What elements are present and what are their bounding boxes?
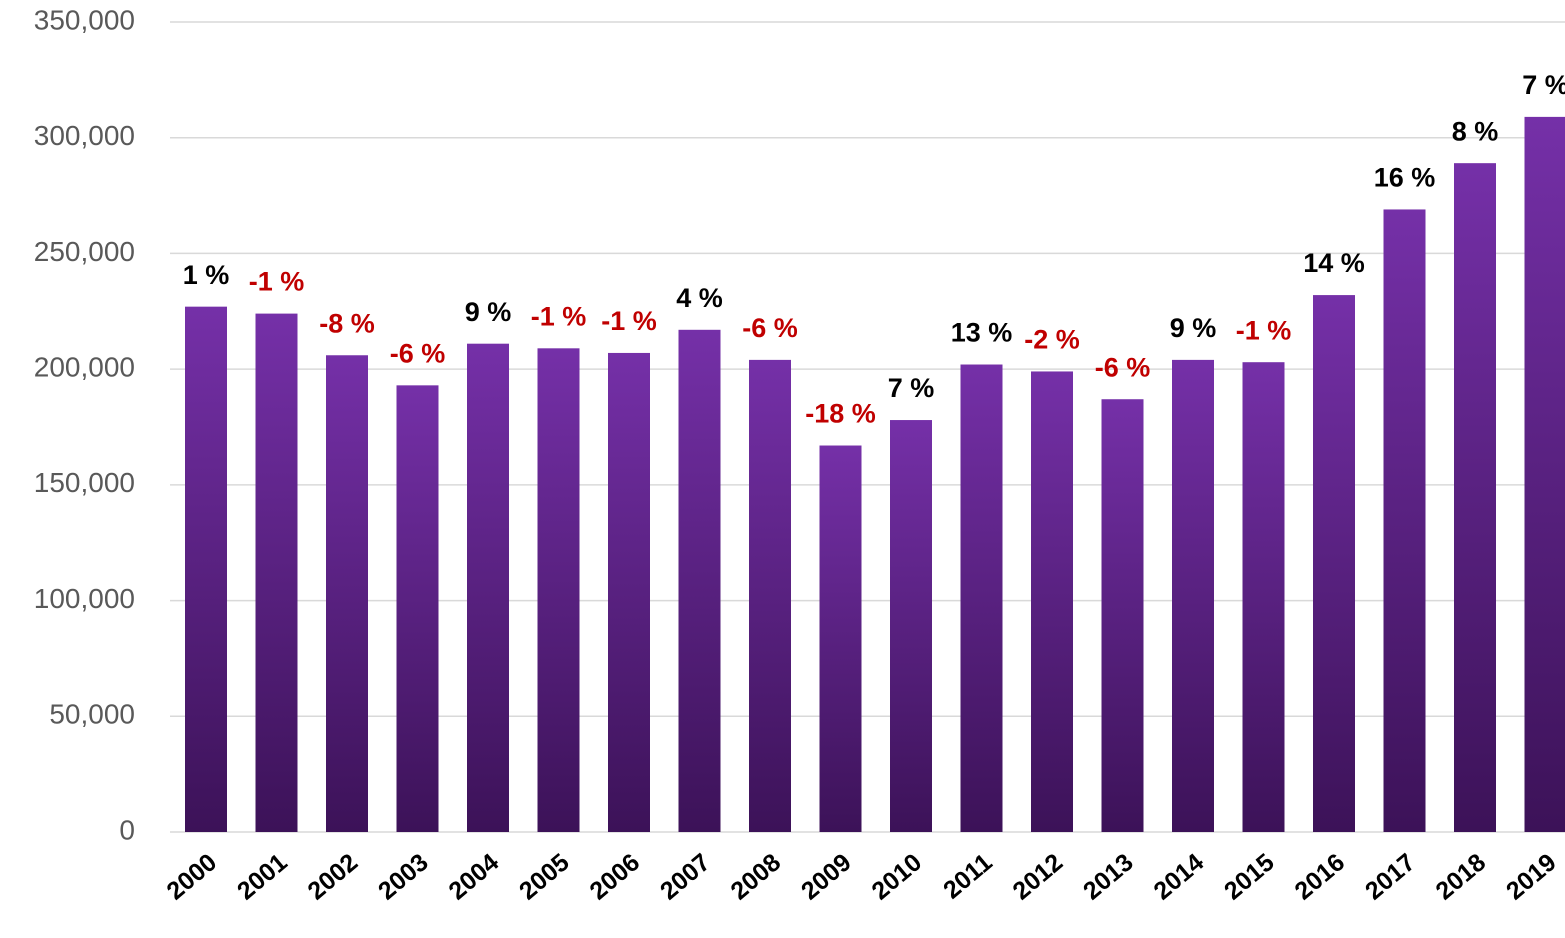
bar bbox=[185, 306, 227, 833]
data-label: -6 % bbox=[390, 338, 446, 368]
y-tick-label: 100,000 bbox=[34, 583, 135, 614]
x-tick-label: 2010 bbox=[866, 848, 927, 905]
x-tick-label: 2018 bbox=[1430, 848, 1491, 905]
x-tick-label: 2004 bbox=[443, 848, 504, 905]
data-label: -6 % bbox=[742, 313, 798, 343]
bar bbox=[1313, 295, 1355, 833]
data-label: -1 % bbox=[1236, 315, 1292, 345]
y-tick-label: 250,000 bbox=[34, 236, 135, 267]
data-label: -1 % bbox=[531, 301, 587, 331]
bar bbox=[819, 445, 862, 832]
x-tick-label: 2008 bbox=[725, 848, 786, 905]
y-tick-label: 50,000 bbox=[49, 699, 135, 730]
data-label: 4 % bbox=[676, 283, 723, 313]
data-label: -8 % bbox=[319, 308, 375, 338]
bar bbox=[608, 352, 650, 832]
x-tick-label: 2000 bbox=[161, 848, 222, 905]
bar bbox=[1454, 163, 1496, 832]
x-tick-label: 2011 bbox=[938, 848, 998, 904]
bar bbox=[255, 313, 298, 833]
data-label: -2 % bbox=[1024, 325, 1080, 355]
y-tick-label: 150,000 bbox=[34, 467, 135, 498]
x-tick-label: 2006 bbox=[584, 848, 645, 905]
data-label: 14 % bbox=[1303, 248, 1365, 278]
data-label: 9 % bbox=[1170, 313, 1217, 343]
y-tick-label: 350,000 bbox=[34, 4, 135, 35]
data-label: 9 % bbox=[465, 297, 512, 327]
x-tick-label: 2012 bbox=[1007, 848, 1068, 905]
bar bbox=[749, 359, 791, 832]
bar bbox=[678, 329, 721, 832]
data-label: 1 % bbox=[183, 260, 230, 290]
bar bbox=[1524, 116, 1565, 832]
bar bbox=[1242, 362, 1285, 832]
bar bbox=[1101, 399, 1144, 832]
y-tick-label: 200,000 bbox=[34, 352, 135, 383]
data-label: 7 % bbox=[888, 373, 935, 403]
x-tick-label: 2007 bbox=[655, 848, 716, 905]
x-tick-label: 2005 bbox=[514, 848, 575, 905]
data-label: 16 % bbox=[1374, 163, 1436, 193]
x-tick-label: 2003 bbox=[373, 848, 434, 905]
y-tick-label: 0 bbox=[119, 814, 135, 845]
bar bbox=[890, 420, 932, 832]
x-tick-label: 2001 bbox=[232, 848, 293, 905]
y-tick-label: 300,000 bbox=[34, 120, 135, 151]
x-tick-label: 2009 bbox=[796, 848, 857, 905]
bar bbox=[960, 364, 1003, 832]
x-tick-label: 2015 bbox=[1219, 848, 1280, 905]
x-tick-label: 2019 bbox=[1501, 848, 1562, 905]
bar bbox=[396, 385, 439, 832]
bar bbox=[326, 355, 368, 832]
x-tick-label: 2016 bbox=[1289, 848, 1350, 905]
x-tick-label: 2017 bbox=[1360, 848, 1421, 905]
data-label: -18 % bbox=[805, 399, 876, 429]
bar bbox=[1031, 371, 1073, 832]
data-label: 8 % bbox=[1452, 116, 1499, 146]
x-tick-label: 2014 bbox=[1148, 848, 1209, 905]
data-label: -1 % bbox=[601, 306, 657, 336]
bar bbox=[1172, 359, 1214, 832]
data-label: 7 % bbox=[1522, 70, 1565, 100]
data-label: 13 % bbox=[951, 318, 1013, 348]
data-label: -1 % bbox=[249, 267, 305, 297]
bar bbox=[537, 348, 580, 832]
bar bbox=[467, 343, 509, 832]
data-label: -6 % bbox=[1095, 352, 1151, 382]
x-tick-label: 2002 bbox=[302, 848, 363, 905]
x-tick-label: 2013 bbox=[1078, 848, 1139, 905]
bar bbox=[1383, 209, 1426, 832]
